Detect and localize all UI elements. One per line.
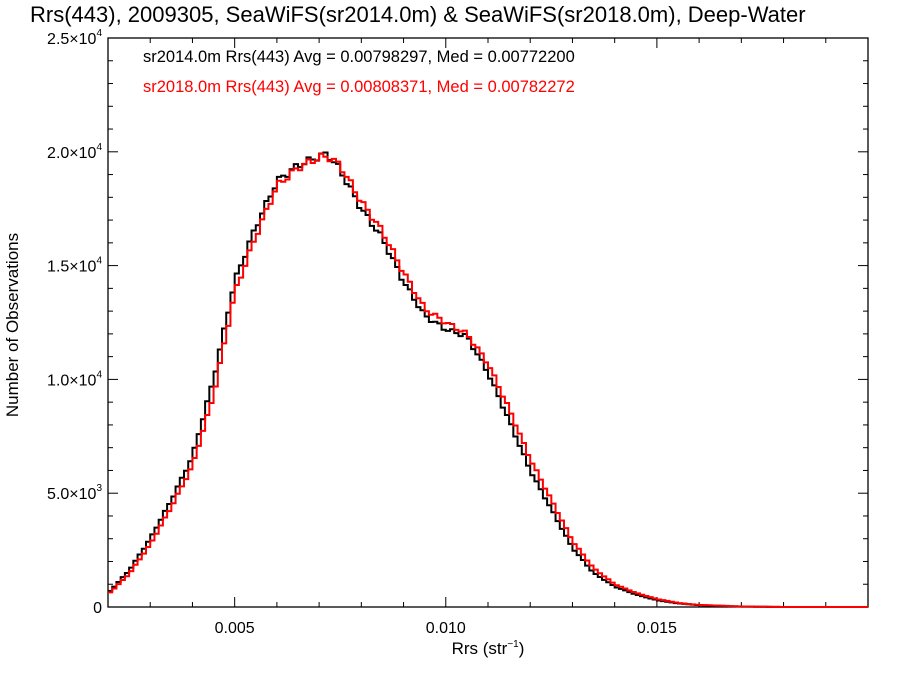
x-tick-label: 0.005 [215,620,255,637]
y-tick-label: 0 [93,600,102,617]
y-axis-label: Number of Observations [3,233,22,417]
y-tick-label: 1.0×104 [47,369,102,389]
x-axis-label-exponent: −1 [507,639,519,650]
legend-entry-sr2018: sr2018.0m Rrs(443) Avg = 0.00808371, Med… [143,78,575,96]
series-sr2018-line [108,152,868,608]
x-tick-label: 0.010 [426,620,466,637]
y-tick-label: 2.5×104 [47,28,102,48]
x-axis-label-close: ) [519,639,525,658]
x-tick-label: 0.015 [637,620,677,637]
plot-frame [107,37,869,608]
x-axis-label-main: Rrs (str [452,639,508,658]
series-sr2014-line [108,151,868,608]
legend-entry-sr2014: sr2014.0m Rrs(443) Avg = 0.00798297, Med… [143,48,575,66]
y-tick-label: 5.0×103 [47,483,102,503]
y-tick-label: 1.5×104 [47,256,102,276]
chart-title: Rrs(443), 2009305, SeaWiFS(sr2014.0m) & … [30,2,806,27]
y-tick-label: 2.0×104 [47,142,102,162]
x-axis-label: Rrs (str−1) [452,639,525,658]
